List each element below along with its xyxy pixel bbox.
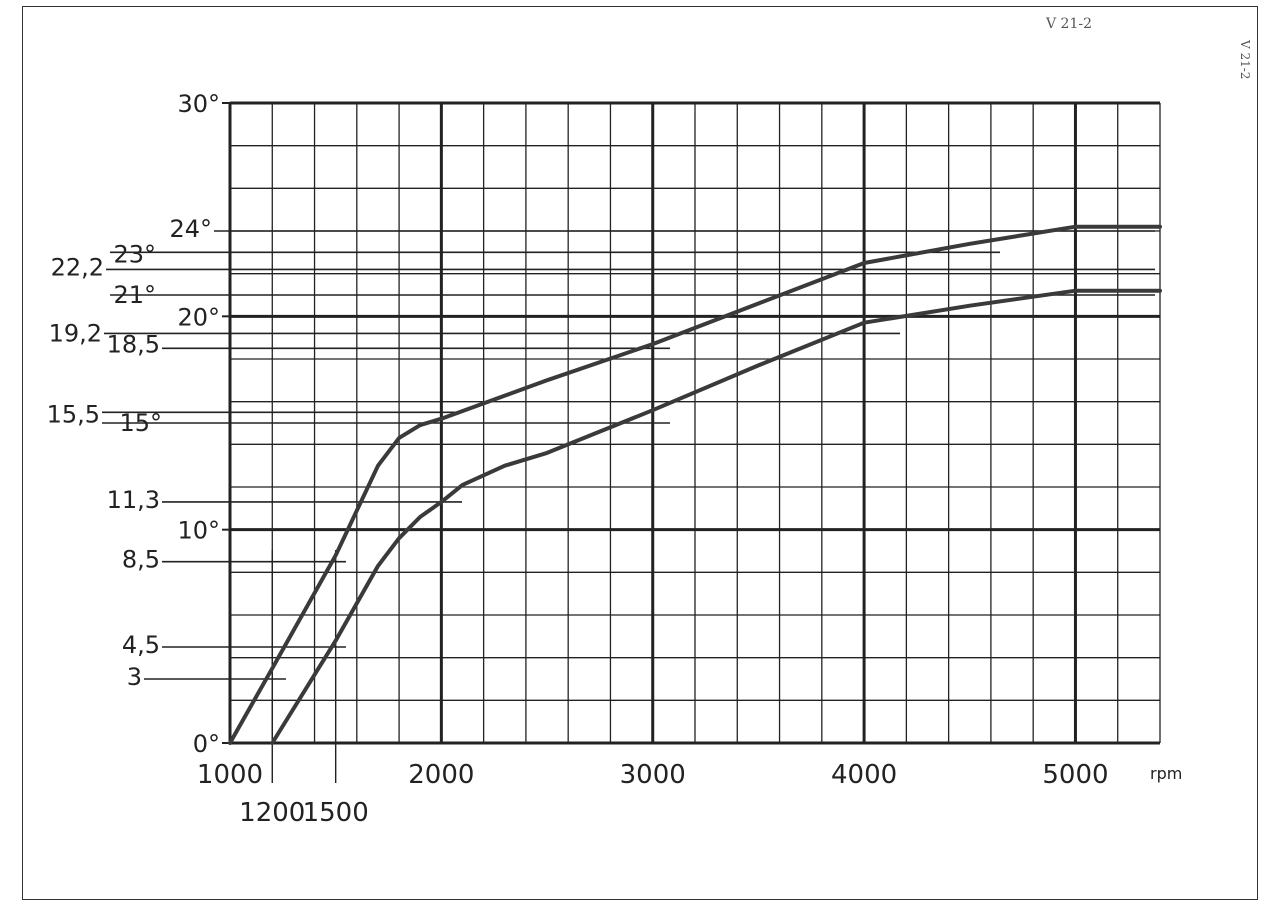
y-tick-label: 30°: [177, 90, 220, 118]
x-tick-label: 5000: [1042, 760, 1108, 790]
y-annotation-label: 23°: [113, 240, 156, 268]
y-annotation-label: 18,5: [107, 330, 160, 358]
series-line-2: [270, 288, 1162, 745]
annotation-guides: [102, 102, 1155, 783]
series-lines: [228, 224, 1162, 745]
x-tick-label: 1000: [197, 760, 263, 790]
y-annotation-label: 22,2: [51, 253, 104, 281]
y-tick-label: 20°: [177, 303, 220, 331]
document-code: V 21-2: [1046, 16, 1093, 32]
x-tick-label: 4000: [831, 760, 897, 790]
y-tick-label: 0°: [193, 730, 220, 758]
y-annotation-label: 4,5: [122, 631, 160, 659]
y-annotation-label: 11,3: [107, 486, 160, 514]
x-tick-label: 2000: [408, 760, 474, 790]
tick-labels: 0° 10° 20° 30° 24° 23° 22,2 21° 19,2 18,5 15,5 15° 1…: [47, 90, 1183, 828]
x-minor-tick-label: 1200: [239, 798, 305, 828]
y-annotation-label: 24°: [169, 215, 212, 243]
y-annotation-label: 8,5: [122, 546, 160, 574]
y-annotation-label: 15°: [119, 409, 162, 437]
x-minor-tick-label: 1500: [303, 798, 369, 828]
x-unit-label: rpm: [1150, 764, 1182, 783]
y-tick-label: 10°: [177, 517, 220, 545]
y-annotation-label: 19,2: [49, 319, 102, 347]
series-line-1: [228, 224, 1162, 745]
y-annotation-label: 3: [127, 663, 142, 691]
y-annotation-label: 15,5: [47, 400, 100, 428]
chart-frame: [22, 6, 1258, 900]
x-tick-label: 3000: [620, 760, 686, 790]
y-annotation-label: 21°: [113, 281, 156, 309]
